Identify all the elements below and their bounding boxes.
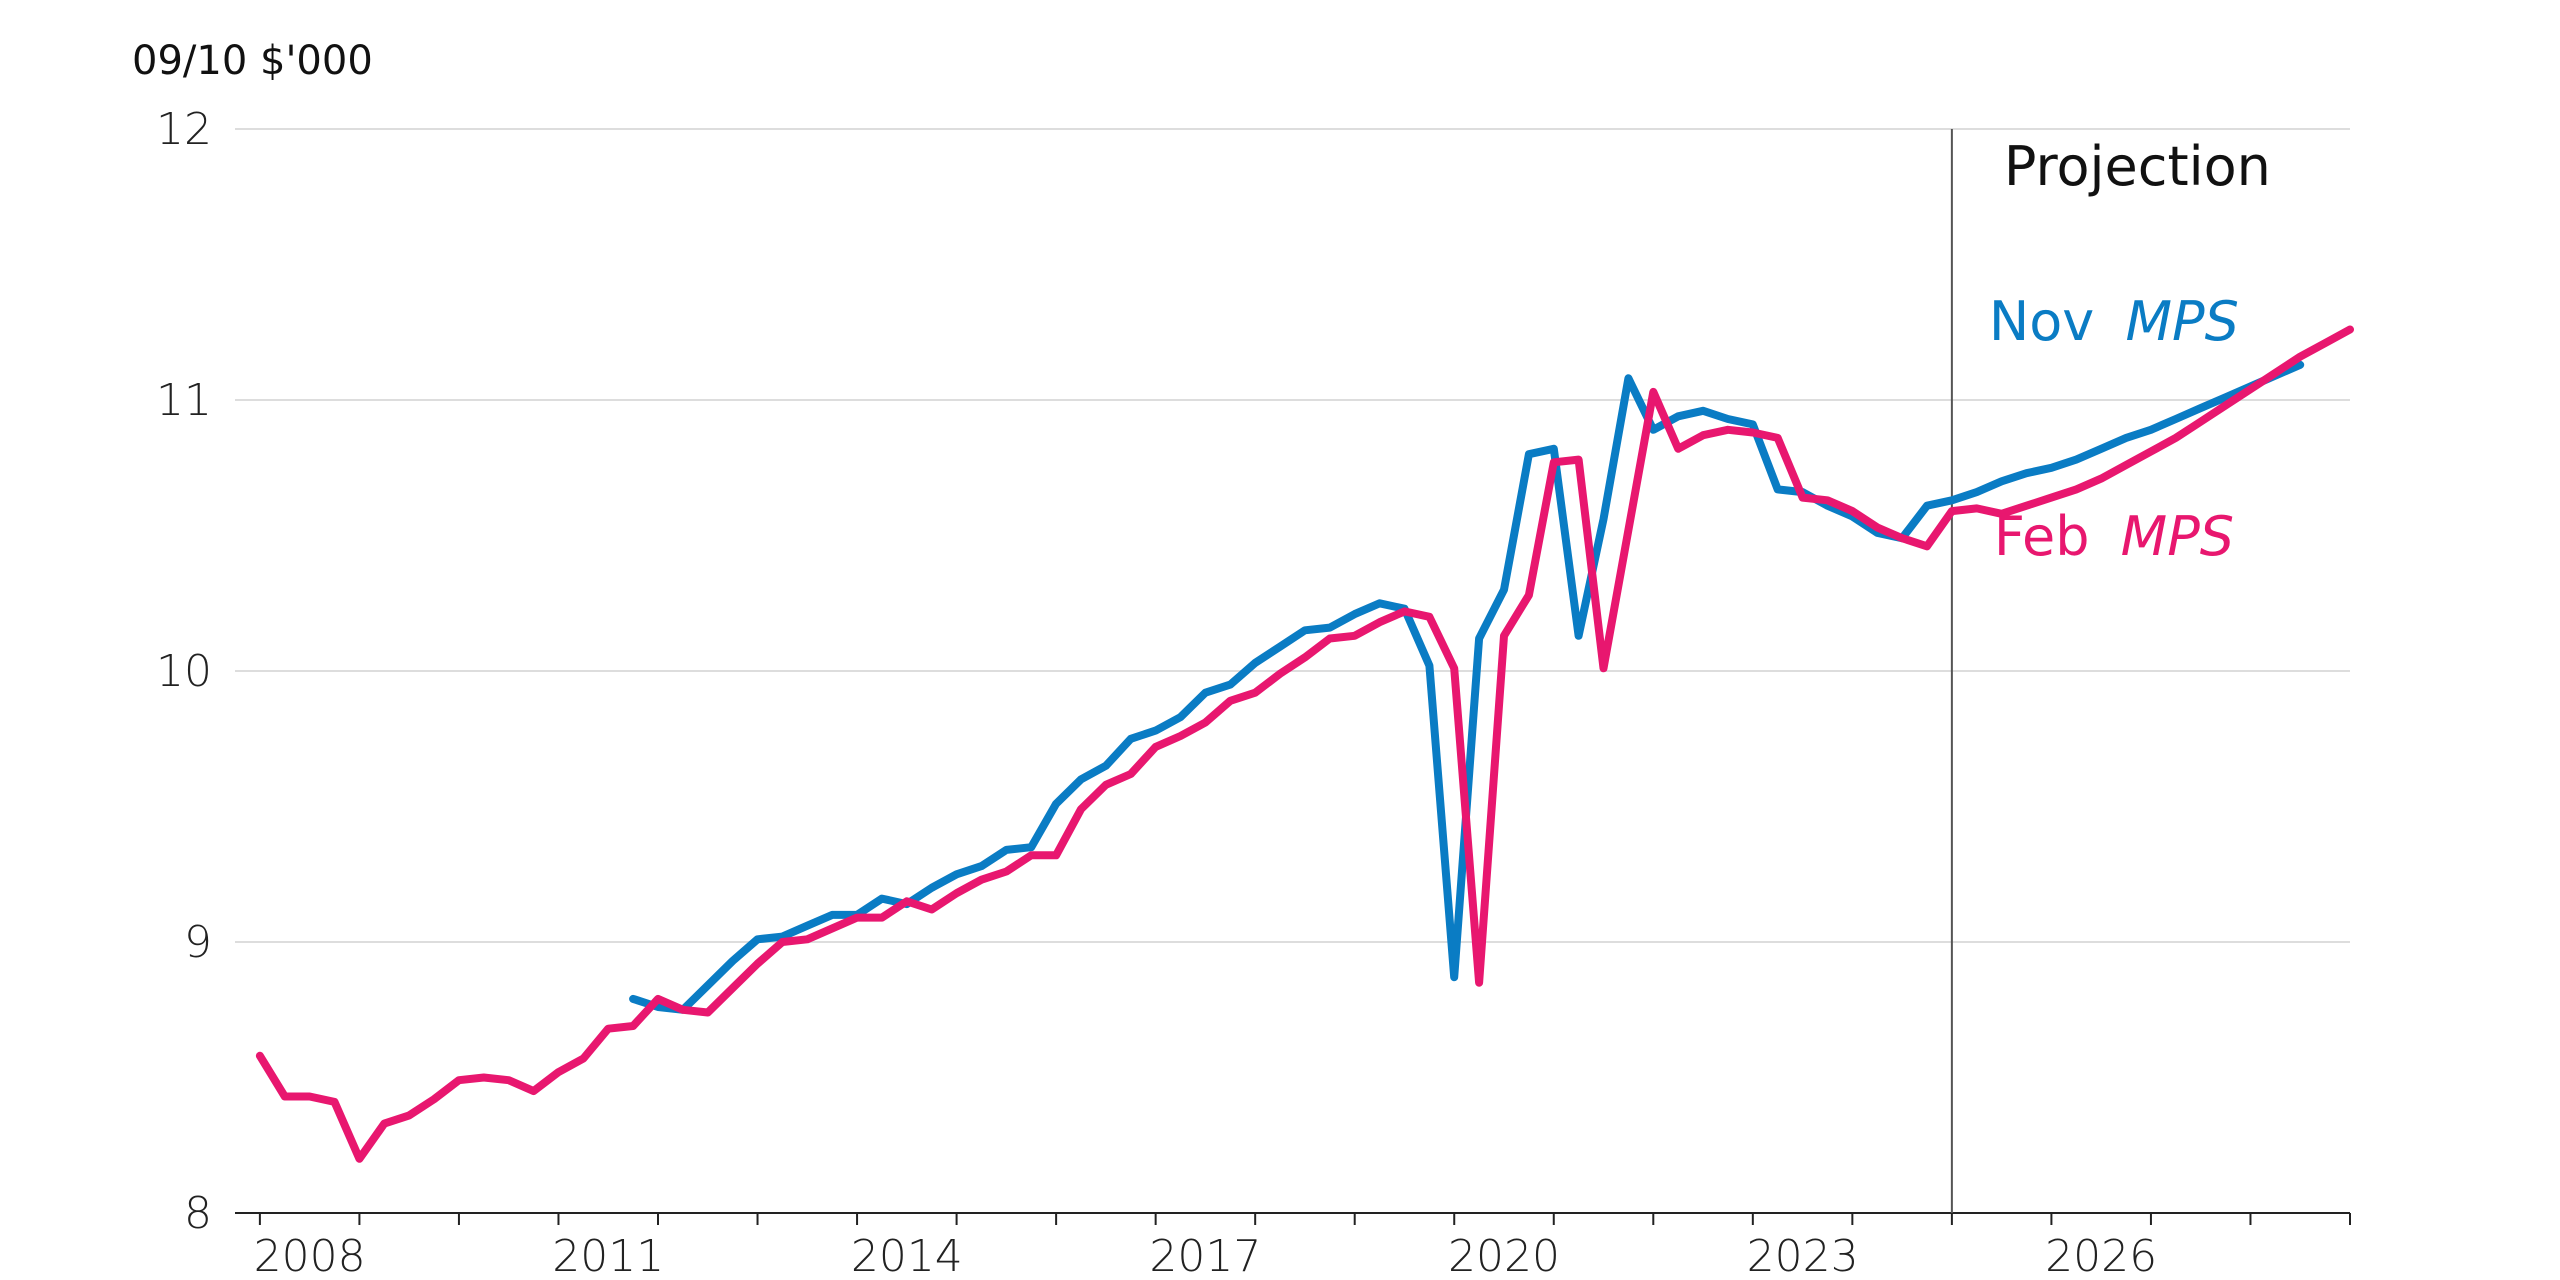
legend-feb-mps: Feb MPS [1994, 505, 2234, 568]
y-tick-label-9: 9 [184, 917, 212, 968]
x-tick-label-2008: 2008 [254, 1231, 366, 1280]
y-tick-label-10: 10 [156, 646, 212, 697]
y-axis-ticks: 8 9 10 11 12 [156, 104, 212, 1239]
x-tick-label-2026: 2026 [2045, 1231, 2157, 1280]
legend-nov-mps: Nov MPS [1989, 290, 2239, 353]
y-tick-label-8: 8 [184, 1188, 212, 1239]
y-axis-unit-label: 09/10 $'000 [132, 38, 373, 84]
x-tick-label-2017: 2017 [1149, 1231, 1261, 1280]
projection-label: Projection [2004, 135, 2271, 198]
y-tick-label-11: 11 [156, 375, 212, 426]
x-axis-ticks: 2008 2011 2014 2017 2020 2023 2026 [254, 1213, 2351, 1280]
x-tick-label-2023: 2023 [1747, 1231, 1859, 1280]
x-tick-label-2011: 2011 [552, 1231, 664, 1280]
series-lines [255, 325, 2354, 1163]
gridlines [235, 128, 2350, 943]
x-tick-label-2014: 2014 [851, 1231, 963, 1280]
legend-nov-name: Nov [1989, 290, 2094, 353]
legend-feb-name: Feb [1994, 505, 2090, 568]
y-tick-label-12: 12 [156, 104, 212, 155]
legend-feb-mps-suffix: MPS [2121, 505, 2234, 568]
x-tick-label-2020: 2020 [1448, 1231, 1560, 1280]
series-line-feb [255, 325, 2354, 1163]
legend-nov-mps-suffix: MPS [2125, 290, 2238, 353]
